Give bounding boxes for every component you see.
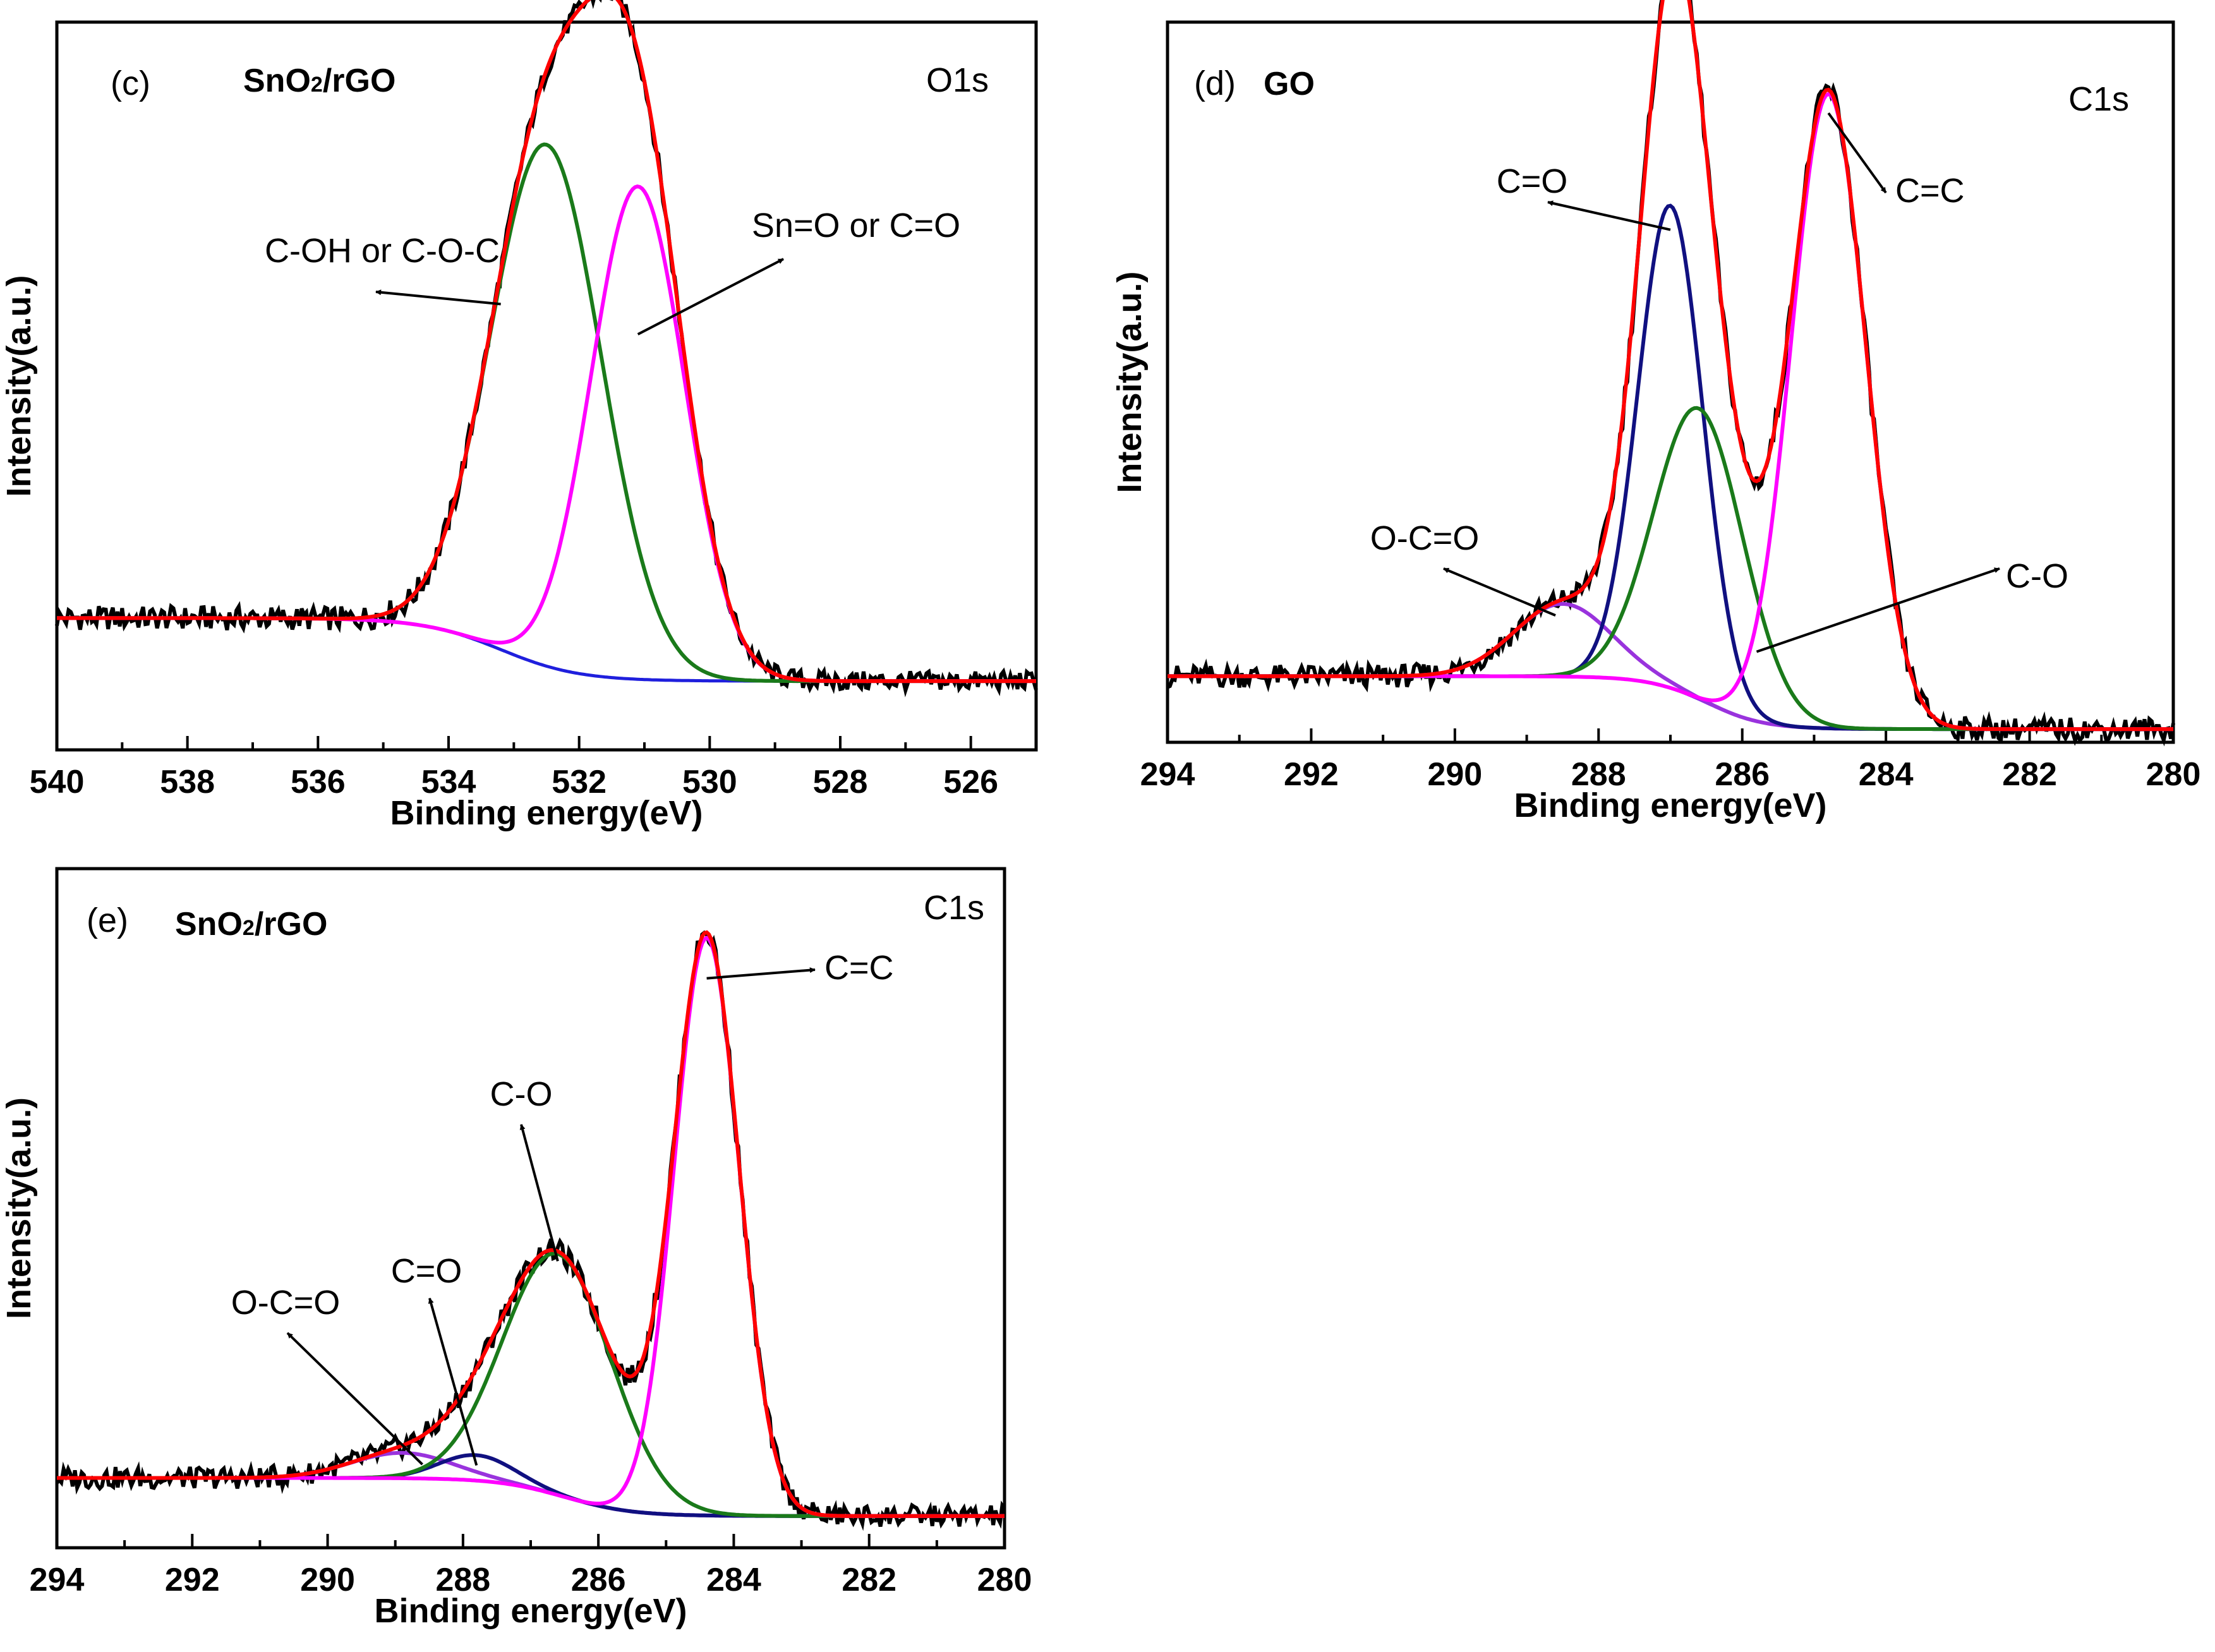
sample-label-suffix: /rGO xyxy=(255,906,328,943)
sample-label-main: GO xyxy=(1264,66,1315,102)
fit-envelope-line xyxy=(57,0,1036,684)
background-line xyxy=(57,616,1036,683)
sample-label-main: SnO xyxy=(243,63,311,99)
x-tick-label: 526 xyxy=(943,764,998,800)
x-tick-label: 294 xyxy=(1140,756,1195,793)
annotation-arrow xyxy=(637,258,784,335)
annotation-label: C-O xyxy=(490,1075,553,1113)
x-tick-label: 538 xyxy=(160,764,215,800)
fit-envelope-line xyxy=(57,930,1005,1518)
panel-label: (e) xyxy=(87,901,128,939)
x-tick-label: 292 xyxy=(165,1562,220,1598)
region-label: C1s xyxy=(924,889,984,927)
annotation-label: C=C xyxy=(1895,172,1965,210)
sample-label: SnO2/rGO xyxy=(175,906,327,943)
panel-e: 294 292 290 288 286 284 282 280 Binding energy(e… xyxy=(0,867,1032,1630)
raw-spectrum-line xyxy=(55,930,1006,1531)
annotation-arrow xyxy=(1827,112,1887,194)
annotation-arrow xyxy=(428,1298,478,1466)
x-tick-label: 536 xyxy=(291,764,346,800)
component-line-c-c xyxy=(1168,92,2173,732)
x-tick-label: 286 xyxy=(1715,756,1770,793)
annotation-label: C-OH or C-O-C xyxy=(265,232,500,270)
x-tick-label: 282 xyxy=(2002,756,2057,793)
annotation-arrow xyxy=(519,1124,559,1262)
annotation-arrow xyxy=(1547,200,1671,231)
x-axis-title: Binding energy(eV) xyxy=(374,1592,687,1630)
x-tick-label: 290 xyxy=(1427,756,1482,793)
region-label: O1s xyxy=(926,61,989,99)
x-tick-label: 294 xyxy=(30,1562,85,1598)
annotation-label: Sn=O or C=O xyxy=(752,207,960,244)
x-tick-label: 288 xyxy=(1571,756,1626,793)
component-line-c-o xyxy=(1168,203,2173,732)
annotation-label: C=O xyxy=(391,1252,462,1290)
x-tick-label: 280 xyxy=(2146,756,2201,793)
x-tick-label: 532 xyxy=(552,764,607,800)
panel-d: 294 292 290 288 286 284 282 280 Binding energy(e… xyxy=(1111,0,2200,824)
x-tick-label: 540 xyxy=(30,764,85,800)
y-axis-title: Intensity(a.u.) xyxy=(1111,271,1149,493)
y-axis-title: Intensity(a.u.) xyxy=(0,1097,38,1319)
annotation-arrow xyxy=(286,1332,423,1466)
component-line-o-c-o xyxy=(1168,601,2173,732)
x-tick-label: 292 xyxy=(1284,756,1339,793)
x-tick-label: 286 xyxy=(571,1562,626,1598)
x-tick-label: 284 xyxy=(706,1562,761,1598)
panel-c: 540 538 536 534 532 530 528 526 Binding energy(e… xyxy=(0,0,1038,832)
annotation-label: C-O xyxy=(2006,557,2068,595)
annotation-arrow xyxy=(1756,567,2000,653)
annotation-arrow xyxy=(375,289,501,306)
x-tick-label: 290 xyxy=(300,1562,355,1598)
annotation-arrow xyxy=(706,967,816,980)
sample-label-subscript: 2 xyxy=(311,73,323,97)
x-tick-label: 284 xyxy=(1859,756,1914,793)
region-label: C1s xyxy=(2068,80,2129,118)
x-tick-label: 528 xyxy=(813,764,868,800)
annotation-label: O-C=O xyxy=(1370,519,1480,557)
sample-label-suffix: /rGO xyxy=(323,63,396,99)
x-axis-title: Binding energy(eV) xyxy=(1514,787,1826,824)
background-line xyxy=(57,1476,1005,1518)
annotation-label: C=O xyxy=(1497,162,1568,200)
annotation-arrow xyxy=(1443,567,1556,617)
y-axis-title: Intensity(a.u.) xyxy=(0,275,38,497)
x-tick-label: 534 xyxy=(421,764,476,800)
fit-envelope-line xyxy=(1168,0,2173,732)
x-tick-label: 288 xyxy=(435,1562,490,1598)
panel-label: (c) xyxy=(111,64,150,102)
x-tick-label: 280 xyxy=(977,1562,1032,1598)
plot-frame xyxy=(1166,20,2175,744)
component-line-c-c xyxy=(57,936,1005,1518)
plot-frame xyxy=(55,20,1038,752)
sample-label: SnO2/rGO xyxy=(243,63,395,99)
sample-label-subscript: 2 xyxy=(243,916,255,940)
x-axis-title: Binding energy(eV) xyxy=(390,794,703,832)
x-tick-label: 282 xyxy=(842,1562,896,1598)
component-line-o-c-o xyxy=(57,1450,1005,1518)
annotation-label: O-C=O xyxy=(231,1284,341,1322)
x-tick-label: 530 xyxy=(682,764,737,800)
panel-label: (d) xyxy=(1194,64,1236,102)
sample-label: GO xyxy=(1264,66,1315,102)
sample-label-main: SnO xyxy=(175,906,243,943)
annotation-label: C=C xyxy=(824,949,894,987)
raw-spectrum-line xyxy=(1166,0,2175,747)
